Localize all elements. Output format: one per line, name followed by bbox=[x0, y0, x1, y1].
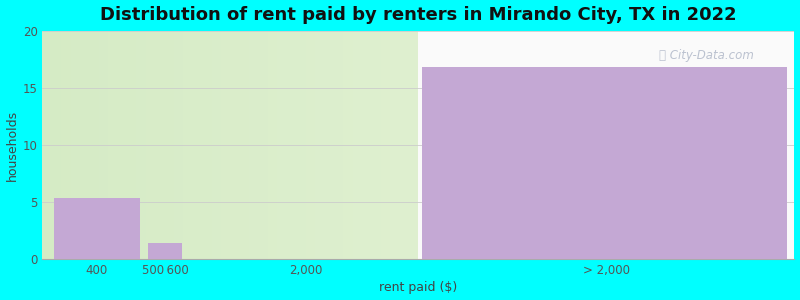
Bar bbox=[422, 67, 787, 260]
Bar bbox=[334, 31, 343, 260]
Bar bbox=[118, 31, 127, 260]
Bar bbox=[70, 31, 80, 260]
Bar bbox=[52, 31, 62, 260]
Bar bbox=[278, 31, 287, 260]
Bar bbox=[54, 198, 140, 260]
Bar bbox=[155, 31, 165, 260]
Bar bbox=[42, 31, 418, 260]
Bar bbox=[146, 31, 155, 260]
Bar bbox=[193, 31, 202, 260]
Bar bbox=[240, 31, 250, 260]
Bar bbox=[287, 31, 296, 260]
Bar bbox=[230, 31, 240, 260]
Bar bbox=[343, 31, 353, 260]
Bar bbox=[353, 31, 362, 260]
Bar bbox=[127, 31, 137, 260]
Bar bbox=[390, 31, 400, 260]
Bar bbox=[268, 31, 278, 260]
Bar bbox=[306, 31, 315, 260]
Title: Distribution of rent paid by renters in Mirando City, TX in 2022: Distribution of rent paid by renters in … bbox=[100, 6, 737, 24]
Bar bbox=[108, 31, 118, 260]
Bar bbox=[137, 31, 146, 260]
Bar bbox=[250, 31, 258, 260]
Bar bbox=[202, 31, 212, 260]
Bar bbox=[315, 31, 325, 260]
Bar bbox=[183, 31, 193, 260]
Bar bbox=[99, 31, 108, 260]
Bar bbox=[418, 31, 794, 260]
Text: Ⓜ City-Data.com: Ⓜ City-Data.com bbox=[659, 49, 754, 62]
Bar bbox=[221, 31, 230, 260]
Bar bbox=[42, 31, 52, 260]
Bar bbox=[400, 31, 409, 260]
Bar bbox=[362, 31, 371, 260]
Bar bbox=[174, 31, 183, 260]
Bar bbox=[409, 31, 418, 260]
Bar bbox=[62, 31, 70, 260]
Bar bbox=[165, 31, 174, 260]
Bar bbox=[90, 31, 99, 260]
Bar bbox=[258, 31, 268, 260]
Bar bbox=[296, 31, 306, 260]
Bar bbox=[148, 243, 182, 260]
Bar bbox=[371, 31, 381, 260]
X-axis label: rent paid ($): rent paid ($) bbox=[379, 281, 458, 294]
Y-axis label: households: households bbox=[6, 110, 18, 181]
Bar bbox=[325, 31, 334, 260]
Bar bbox=[80, 31, 90, 260]
Bar bbox=[381, 31, 390, 260]
Bar bbox=[212, 31, 221, 260]
